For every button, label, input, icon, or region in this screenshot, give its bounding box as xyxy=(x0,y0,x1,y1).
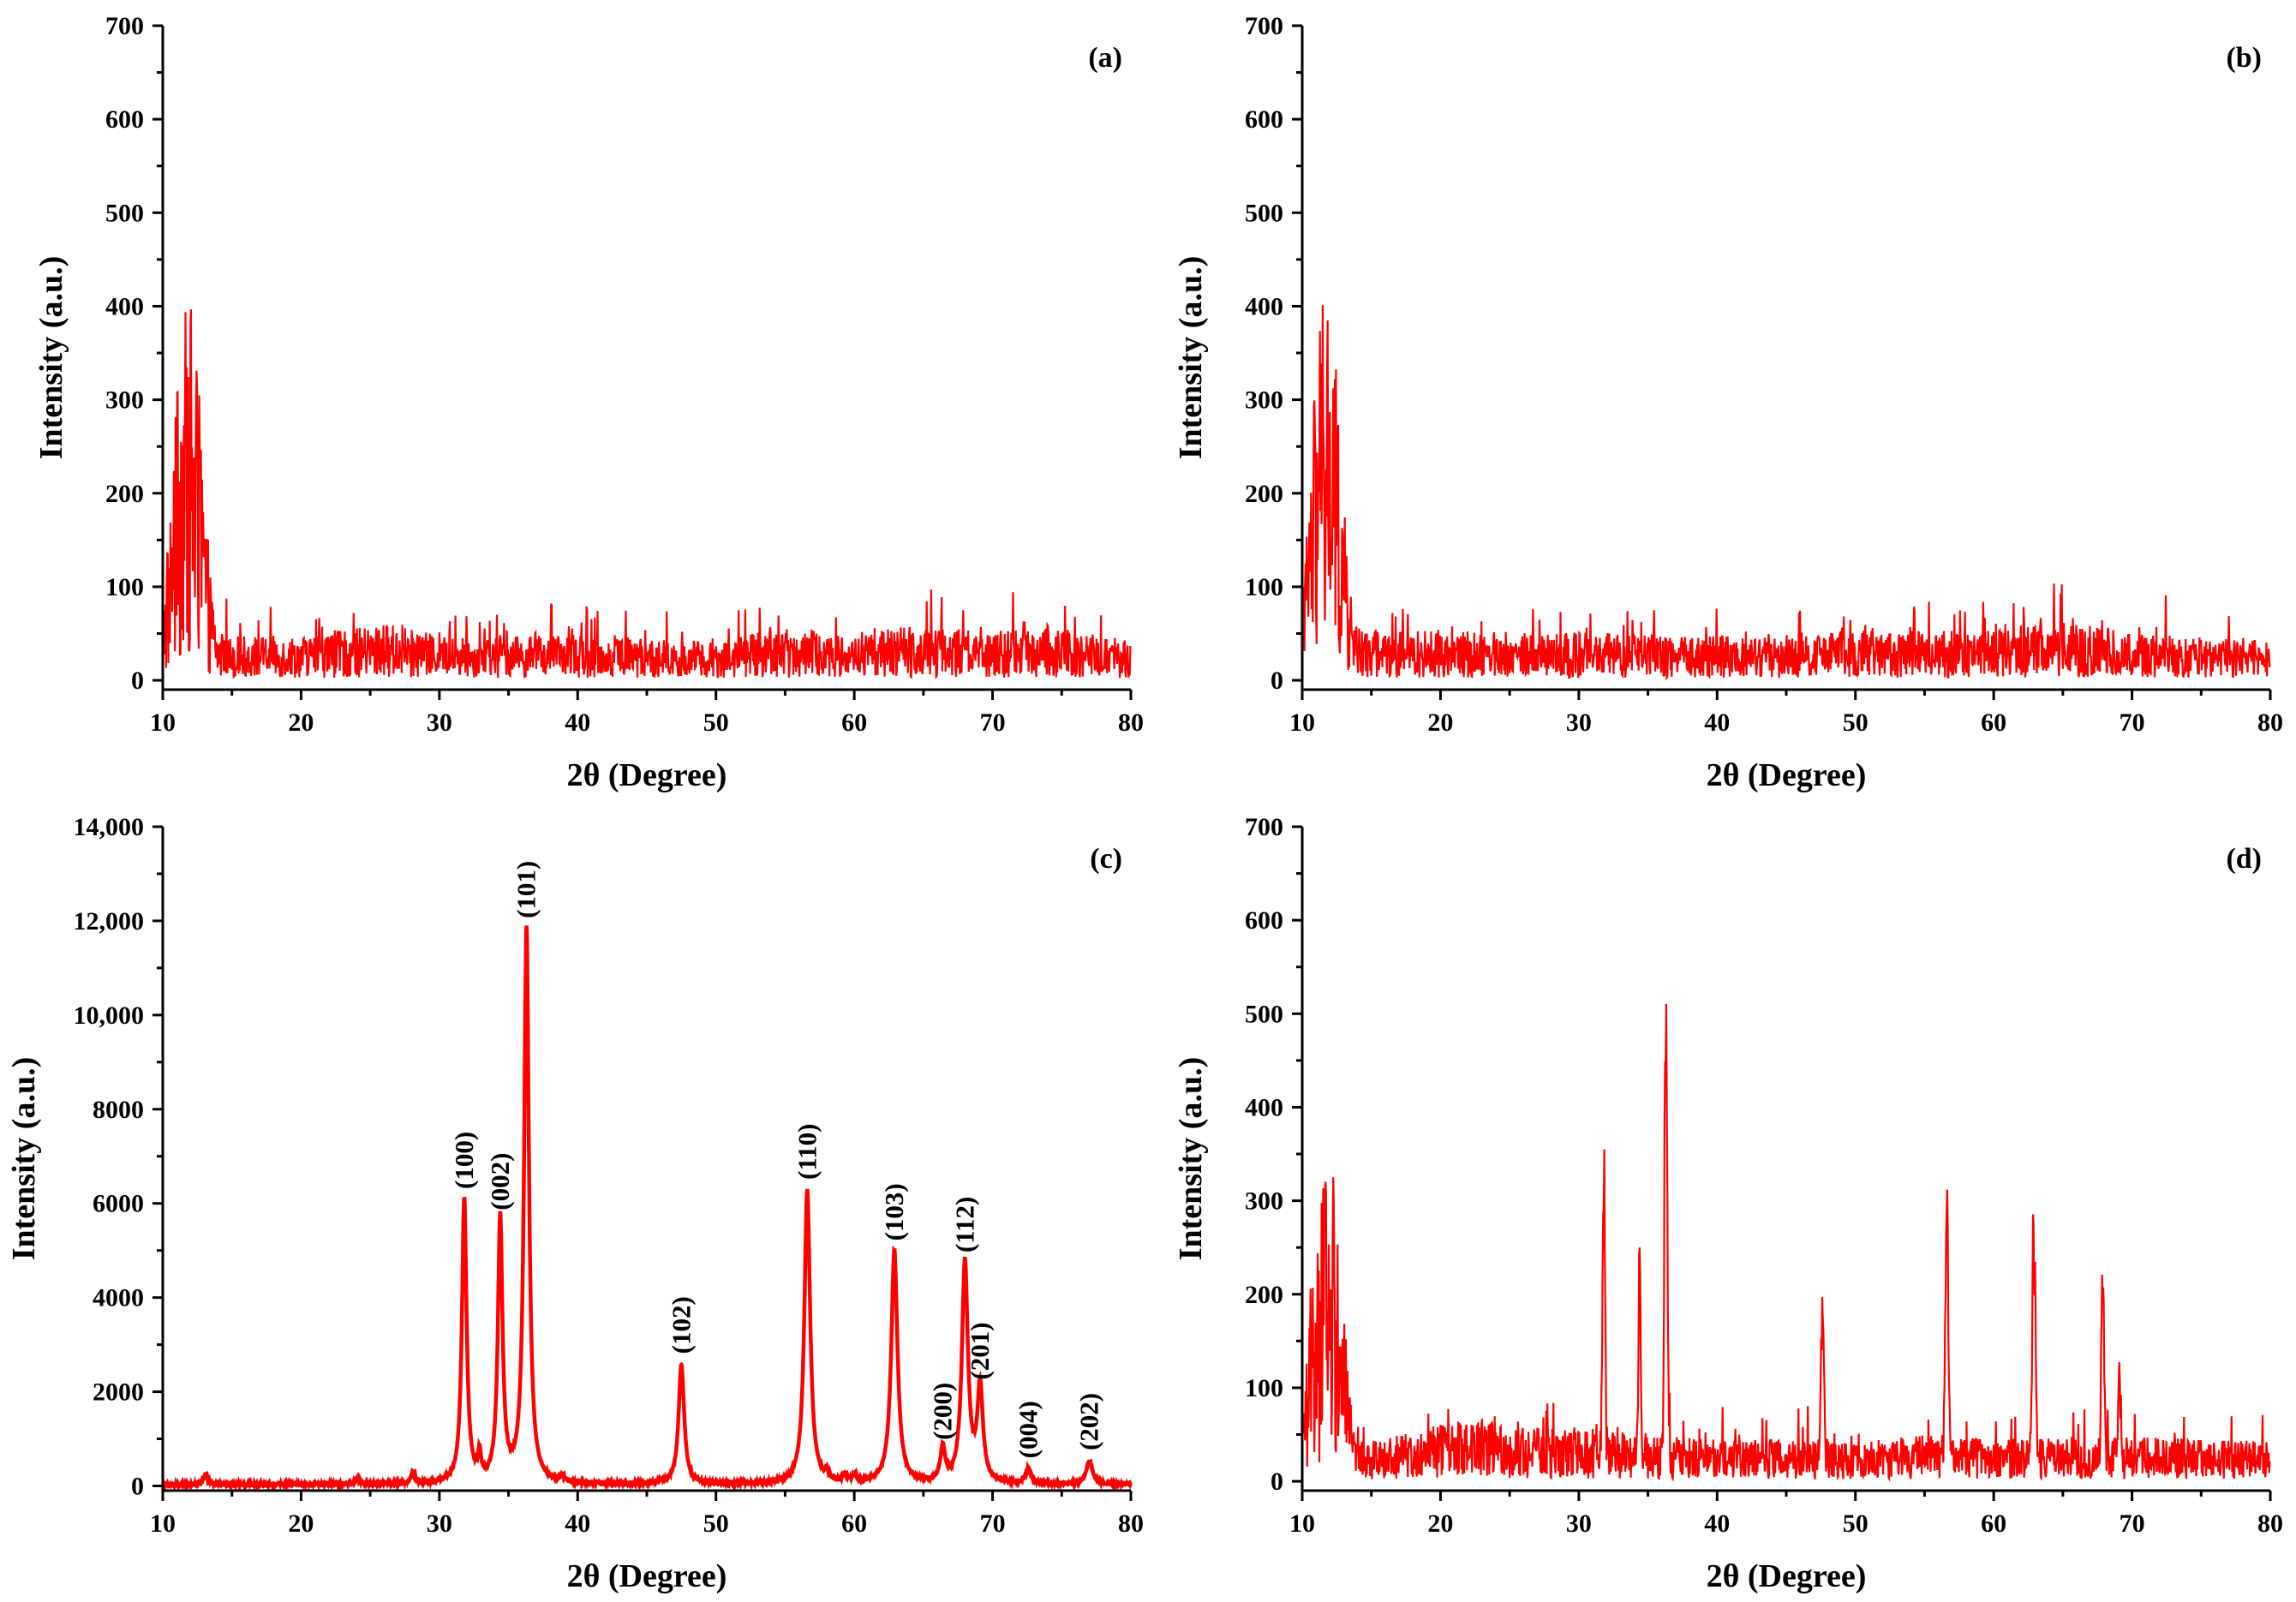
panel-b: 10 20 30 40 50 60 70 80 0 100 200 300 400 500 600 700 2θ… xyxy=(1173,12,2283,793)
y-tick-label: 12,000 xyxy=(74,907,145,935)
x-tick-label: 20 xyxy=(1427,1509,1453,1538)
panel-a: 10 20 30 40 50 60 70 80 0 100 200 300 400 500 600 700 2θ… xyxy=(33,12,1144,793)
x-tick-label: 60 xyxy=(841,1509,867,1538)
panel-c: 10 20 30 40 50 60 70 80 0 2000 4000 6000 8000 10,000 1… xyxy=(6,813,1144,1594)
y-tick-label: 100 xyxy=(105,573,144,601)
y-tick-label: 500 xyxy=(1245,199,1283,227)
y-tick-label: 400 xyxy=(1245,292,1283,320)
y-tick-label: 300 xyxy=(105,386,144,415)
y-tick-label: 500 xyxy=(1245,1000,1283,1028)
x-tick-label: 10 xyxy=(150,708,176,737)
peak-label: (110) xyxy=(792,1124,822,1180)
x-tick-label: 80 xyxy=(2257,708,2283,737)
y-tick-label: 8000 xyxy=(93,1096,144,1124)
peak-label: (201) xyxy=(965,1322,995,1379)
x-tick-label: 20 xyxy=(288,1509,314,1538)
y-tick-label: 700 xyxy=(105,12,144,40)
y-tick-label: 0 xyxy=(131,667,144,695)
y-tick-label: 600 xyxy=(1245,906,1283,935)
y-tick-label: 10,000 xyxy=(74,1001,145,1030)
x-axis-label: 2θ (Degree) xyxy=(1707,757,1867,793)
panel-label: (c) xyxy=(1090,843,1122,875)
y-tick-label: 0 xyxy=(131,1473,144,1501)
x-tick-label: 70 xyxy=(980,1509,1006,1538)
y-tick-label: 700 xyxy=(1245,12,1283,40)
peak-label: (202) xyxy=(1074,1393,1104,1450)
x-tick-label: 50 xyxy=(1843,708,1868,737)
x-tick-label: 80 xyxy=(1118,708,1144,737)
y-tick-label: 300 xyxy=(1245,1187,1283,1216)
x-tick-label: 30 xyxy=(1566,1509,1592,1538)
x-tick-label: 20 xyxy=(288,708,314,737)
y-tick-label: 400 xyxy=(105,292,144,320)
y-tick-label: 600 xyxy=(1245,105,1283,134)
panel-label: (d) xyxy=(2226,843,2262,875)
x-tick-label: 60 xyxy=(841,708,867,737)
y-tick-label: 700 xyxy=(1245,813,1283,841)
x-tick-label: 40 xyxy=(565,1509,590,1538)
x-tick-label: 50 xyxy=(703,708,729,737)
y-axis-label: Intensity (a.u.) xyxy=(33,256,69,460)
x-tick-label: 70 xyxy=(2120,1509,2145,1538)
x-tick-label: 10 xyxy=(150,1509,176,1538)
y-tick-label: 500 xyxy=(105,199,144,227)
series-line xyxy=(1300,305,2271,681)
peak-label: (103) xyxy=(879,1183,909,1240)
y-tick-label: 0 xyxy=(1271,667,1283,695)
peak-label: (102) xyxy=(666,1296,696,1354)
x-axis-label: 2θ (Degree) xyxy=(1707,1558,1867,1594)
peak-label: (100) xyxy=(449,1132,479,1189)
panel-d: 10 20 30 40 50 60 70 80 0 100 200 300 400 500 600 700 2θ… xyxy=(1173,813,2283,1594)
x-tick-label: 70 xyxy=(2120,708,2145,737)
x-axis-label: 2θ (Degree) xyxy=(567,1558,727,1594)
series-line xyxy=(1300,1003,2271,1482)
series-line xyxy=(161,925,1133,1493)
x-tick-label: 30 xyxy=(1566,708,1592,737)
y-axis-label: Intensity (a.u.) xyxy=(1173,256,1209,460)
y-tick-label: 0 xyxy=(1271,1468,1283,1496)
x-tick-label: 40 xyxy=(565,708,590,737)
x-tick-label: 60 xyxy=(1981,1509,2006,1538)
x-tick-label: 40 xyxy=(1704,1509,1730,1538)
x-tick-label: 80 xyxy=(2257,1509,2283,1538)
y-tick-label: 200 xyxy=(1245,1281,1283,1309)
panel-label: (a) xyxy=(1088,42,1122,74)
peak-label: (004) xyxy=(1013,1401,1043,1458)
y-tick-label: 200 xyxy=(105,480,144,508)
y-tick-label: 14,000 xyxy=(74,813,145,841)
peak-label: (200) xyxy=(927,1383,957,1440)
y-tick-label: 4000 xyxy=(93,1284,144,1312)
peak-label: (002) xyxy=(485,1153,515,1210)
y-axis-label: Intensity (a.u.) xyxy=(1173,1057,1209,1261)
x-axis-label: 2θ (Degree) xyxy=(567,757,727,793)
y-tick-label: 6000 xyxy=(93,1190,144,1218)
x-tick-label: 60 xyxy=(1981,708,2006,737)
x-tick-label: 80 xyxy=(1118,1509,1144,1538)
x-tick-label: 10 xyxy=(1289,708,1315,737)
y-tick-label: 600 xyxy=(105,105,144,134)
x-tick-label: 30 xyxy=(427,1509,452,1538)
x-tick-label: 50 xyxy=(703,1509,729,1538)
x-tick-label: 50 xyxy=(1843,1509,1868,1538)
peak-label: (112) xyxy=(949,1197,979,1252)
y-tick-label: 2000 xyxy=(93,1378,144,1407)
y-tick-label: 100 xyxy=(1245,1374,1283,1402)
x-tick-label: 40 xyxy=(1704,708,1730,737)
y-tick-label: 200 xyxy=(1245,480,1283,508)
y-tick-label: 300 xyxy=(1245,386,1283,415)
x-tick-label: 20 xyxy=(1427,708,1453,737)
series-line xyxy=(161,309,1132,679)
x-tick-label: 30 xyxy=(427,708,452,737)
y-axis-label: Intensity (a.u.) xyxy=(6,1057,42,1261)
y-tick-label: 100 xyxy=(1245,573,1283,601)
x-tick-label: 70 xyxy=(980,708,1006,737)
y-tick-label: 400 xyxy=(1245,1093,1283,1121)
peak-label: (101) xyxy=(511,861,541,918)
panel-label: (b) xyxy=(2226,42,2262,74)
x-tick-label: 10 xyxy=(1289,1509,1315,1538)
